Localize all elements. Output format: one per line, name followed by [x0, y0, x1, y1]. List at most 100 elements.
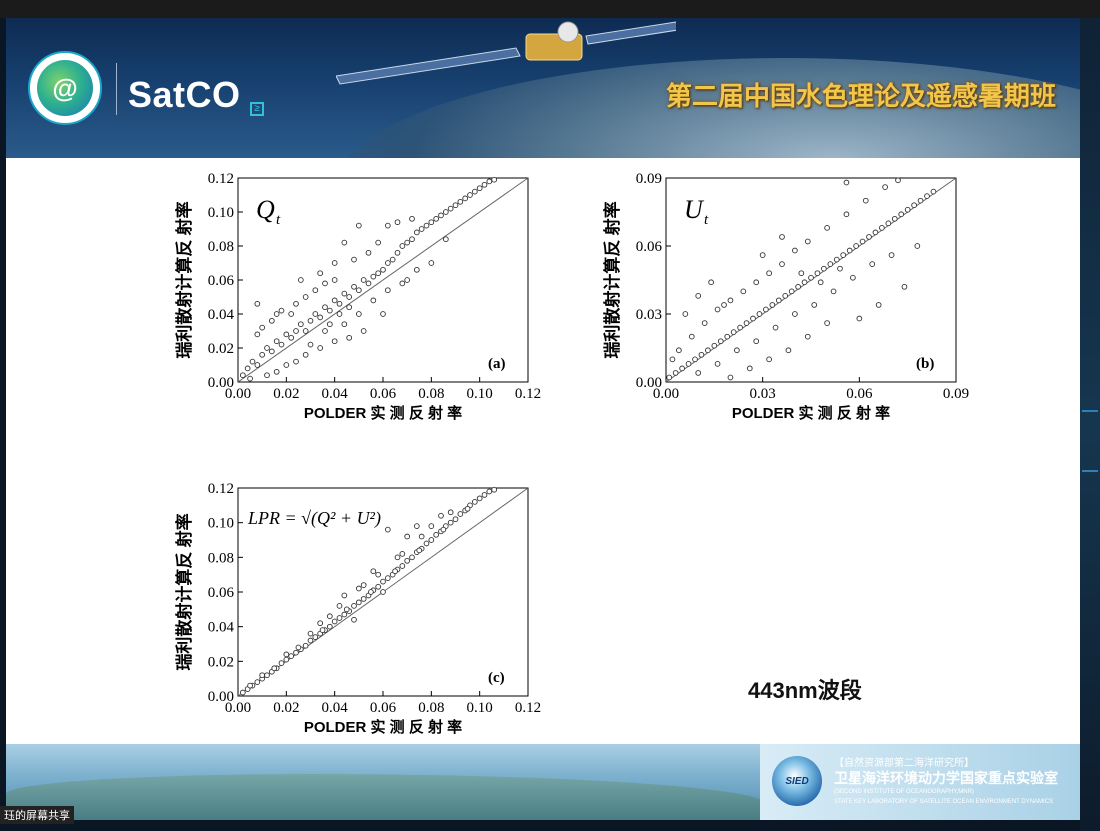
data-point [782, 293, 789, 299]
data-point [355, 287, 362, 294]
data-point [370, 273, 377, 280]
data-point [331, 338, 338, 345]
data-point [326, 307, 333, 314]
data-point [409, 554, 415, 561]
data-point [904, 206, 911, 213]
data-point [273, 368, 280, 375]
data-point [264, 372, 270, 379]
y-tick-label: 0.00 [208, 375, 234, 391]
y-axis-label: 瑞利散射计算反 射率 [174, 513, 194, 670]
data-point [360, 596, 367, 602]
data-point [413, 229, 420, 236]
data-point [384, 575, 391, 581]
data-point [278, 341, 285, 348]
data-point [821, 265, 827, 272]
data-point [737, 324, 743, 331]
data-point [247, 682, 253, 689]
data-point [355, 311, 362, 317]
data-point [307, 317, 314, 324]
data-point [247, 375, 253, 382]
lab-name-en: STATE KEY LABORATORY OF SATELLITE OCEAN … [834, 799, 1054, 805]
data-point [254, 300, 261, 307]
data-point [882, 184, 888, 190]
data-point [698, 351, 705, 358]
data-point [360, 582, 367, 588]
window-top-bar [0, 0, 1100, 18]
data-point [351, 603, 357, 609]
data-point [326, 321, 333, 328]
data-point [399, 243, 406, 249]
data-point [714, 306, 721, 313]
data-point [481, 492, 488, 498]
data-point [486, 488, 493, 495]
variable-subscript: t [704, 212, 709, 228]
data-point [695, 370, 702, 376]
data-point [423, 222, 430, 229]
data-point [283, 331, 290, 338]
data-point [413, 266, 420, 273]
institute-emblem-icon: SIED [772, 756, 822, 806]
data-point [695, 293, 702, 299]
data-point [259, 351, 266, 358]
y-tick-label: 0.02 [208, 341, 234, 357]
data-point [924, 193, 930, 199]
data-point [418, 226, 425, 232]
y-tick-label: 0.12 [208, 481, 234, 497]
data-point [341, 290, 348, 297]
data-point [467, 192, 473, 198]
y-axis-label: 瑞利散射计算反 射率 [174, 201, 194, 358]
data-point [384, 287, 391, 294]
x-tick-label: 0.03 [750, 386, 776, 402]
data-point [259, 324, 266, 331]
satellite-icon [336, 21, 676, 85]
data-point [271, 665, 278, 672]
data-point [827, 261, 834, 267]
data-point [399, 563, 406, 569]
data-point [346, 294, 353, 300]
data-point [486, 178, 493, 185]
data-point [775, 297, 782, 304]
y-axis-label: 瑞利散射计算反 射率 [602, 201, 622, 358]
data-point [447, 519, 454, 526]
data-point [394, 219, 401, 226]
y-tick-label: 0.02 [208, 654, 234, 670]
data-point [331, 260, 338, 266]
data-point [302, 642, 309, 649]
data-point [336, 300, 343, 307]
data-point [273, 338, 280, 345]
data-point [302, 294, 309, 300]
data-point [824, 225, 830, 231]
data-point [811, 302, 818, 308]
data-point [772, 324, 779, 331]
data-point [351, 256, 357, 263]
data-point [404, 557, 411, 564]
data-point [293, 300, 299, 307]
data-point [850, 274, 856, 281]
satco-logo-icon: @ [37, 60, 93, 116]
data-point [669, 356, 676, 363]
data-point [331, 277, 338, 283]
data-point [862, 197, 869, 204]
data-point [409, 215, 415, 222]
y-tick-label: 0.08 [208, 239, 234, 255]
data-point [244, 365, 251, 372]
screen-share-label: 珏的屏幕共享 [0, 806, 74, 824]
data-point [399, 551, 406, 557]
data-point [750, 315, 756, 322]
data-point [438, 212, 444, 219]
data-point [365, 280, 372, 287]
data-point [462, 195, 469, 202]
window-right-edge [1080, 18, 1100, 831]
slide-footer: SIED 【自然资源部第二海洋研究所】 卫星海洋环境动力学国家重点实验室 (SE… [6, 744, 1080, 820]
data-point [891, 215, 898, 222]
y-tick-label: 0.09 [636, 171, 662, 187]
data-point [824, 320, 830, 326]
data-point [856, 315, 863, 322]
data-point [370, 297, 377, 304]
data-point [740, 288, 747, 295]
data-point [730, 329, 737, 335]
data-point [312, 287, 319, 294]
data-point [714, 361, 721, 367]
data-point [365, 249, 372, 256]
data-point [239, 689, 246, 696]
